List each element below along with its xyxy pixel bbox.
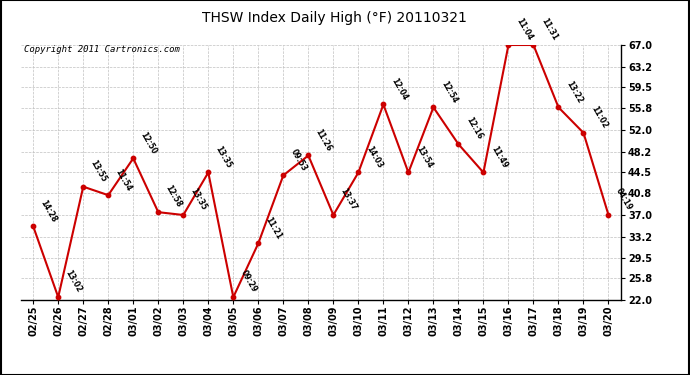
Point — [78, 184, 89, 190]
Point — [378, 102, 389, 108]
Text: 12:04: 12:04 — [389, 76, 408, 102]
Point — [178, 212, 189, 218]
Point — [203, 170, 214, 176]
Point — [578, 130, 589, 136]
Point — [28, 224, 39, 230]
Text: 09:29: 09:29 — [239, 269, 259, 294]
Text: Copyright 2011 Cartronics.com: Copyright 2011 Cartronics.com — [23, 45, 179, 54]
Point — [128, 155, 139, 161]
Point — [152, 209, 164, 215]
Point — [603, 212, 614, 218]
Text: 04:19: 04:19 — [614, 187, 634, 212]
Point — [52, 294, 63, 300]
Point — [228, 294, 239, 300]
Text: 13:35: 13:35 — [189, 187, 208, 212]
Text: 13:37: 13:37 — [339, 187, 359, 212]
Text: 14:03: 14:03 — [364, 144, 384, 170]
Point — [428, 104, 439, 110]
Text: 11:02: 11:02 — [589, 105, 609, 130]
Text: 11:26: 11:26 — [314, 128, 334, 153]
Text: 11:49: 11:49 — [489, 144, 509, 170]
Text: 13:22: 13:22 — [564, 79, 584, 105]
Text: 11:54: 11:54 — [114, 167, 134, 192]
Text: 11:04: 11:04 — [514, 17, 534, 42]
Point — [353, 170, 364, 176]
Point — [553, 104, 564, 110]
Text: 13:02: 13:02 — [63, 269, 83, 294]
Point — [528, 42, 539, 48]
Point — [328, 212, 339, 218]
Point — [103, 192, 114, 198]
Text: 12:58: 12:58 — [164, 184, 184, 209]
Text: 11:21: 11:21 — [264, 215, 284, 240]
Text: 12:54: 12:54 — [439, 79, 459, 105]
Text: 09:53: 09:53 — [289, 147, 308, 172]
Point — [453, 141, 464, 147]
Text: 13:55: 13:55 — [89, 159, 108, 184]
Text: THSW Index Daily High (°F) 20110321: THSW Index Daily High (°F) 20110321 — [202, 11, 467, 25]
Point — [253, 240, 264, 246]
Text: 13:54: 13:54 — [414, 144, 434, 170]
Point — [478, 170, 489, 176]
Point — [278, 172, 289, 178]
Text: 11:31: 11:31 — [539, 17, 559, 42]
Text: 13:35: 13:35 — [214, 144, 234, 170]
Text: 12:16: 12:16 — [464, 116, 484, 141]
Text: 12:50: 12:50 — [139, 130, 159, 156]
Text: 14:28: 14:28 — [39, 198, 59, 223]
Point — [303, 153, 314, 159]
Point — [403, 170, 414, 176]
Point — [503, 42, 514, 48]
